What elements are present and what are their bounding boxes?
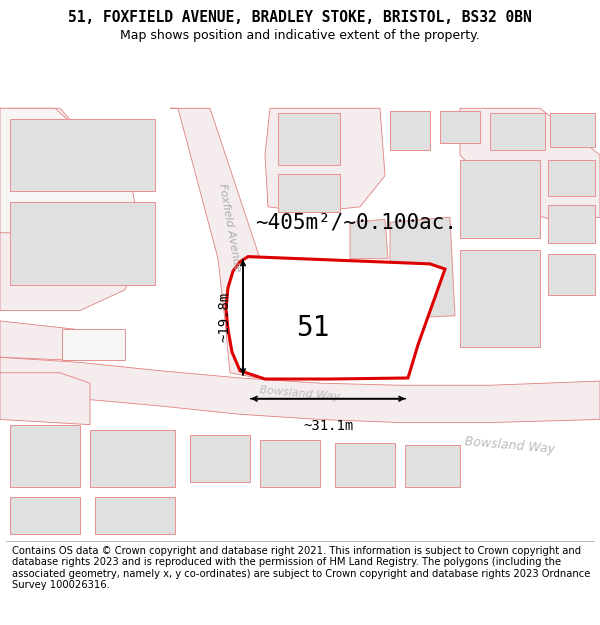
- Polygon shape: [190, 435, 250, 482]
- Text: Map shows position and indicative extent of the property.: Map shows position and indicative extent…: [120, 29, 480, 42]
- Text: 51, FOXFIELD AVENUE, BRADLEY STOKE, BRISTOL, BS32 0BN: 51, FOXFIELD AVENUE, BRADLEY STOKE, BRIS…: [68, 10, 532, 25]
- Polygon shape: [226, 257, 445, 379]
- Polygon shape: [170, 108, 268, 378]
- Polygon shape: [0, 108, 140, 232]
- Text: Foxfield Avenue: Foxfield Avenue: [217, 182, 242, 272]
- Polygon shape: [90, 430, 175, 487]
- Polygon shape: [440, 111, 480, 142]
- Polygon shape: [0, 372, 90, 424]
- Polygon shape: [335, 443, 395, 487]
- Text: Bowsland Way: Bowsland Way: [464, 435, 556, 456]
- Text: 51: 51: [296, 314, 329, 342]
- Polygon shape: [10, 119, 155, 191]
- Polygon shape: [0, 357, 600, 422]
- Polygon shape: [95, 498, 175, 534]
- Polygon shape: [0, 108, 140, 311]
- Polygon shape: [460, 160, 540, 238]
- Text: Contains OS data © Crown copyright and database right 2021. This information is : Contains OS data © Crown copyright and d…: [12, 546, 590, 591]
- Polygon shape: [405, 446, 460, 487]
- Polygon shape: [260, 440, 320, 487]
- Polygon shape: [10, 498, 80, 534]
- Polygon shape: [62, 329, 125, 361]
- Polygon shape: [548, 160, 595, 196]
- Polygon shape: [490, 114, 545, 150]
- Polygon shape: [550, 114, 595, 147]
- Polygon shape: [548, 254, 595, 295]
- Polygon shape: [10, 202, 155, 284]
- Polygon shape: [350, 267, 388, 311]
- Text: ~31.1m: ~31.1m: [303, 419, 353, 434]
- Text: ~405m²/~0.100ac.: ~405m²/~0.100ac.: [255, 213, 457, 232]
- Polygon shape: [350, 219, 388, 259]
- Polygon shape: [278, 174, 340, 212]
- Polygon shape: [460, 108, 600, 222]
- Polygon shape: [265, 108, 385, 212]
- Polygon shape: [548, 205, 595, 243]
- Polygon shape: [390, 217, 455, 319]
- Text: Bowsland Way: Bowsland Way: [259, 385, 341, 402]
- Polygon shape: [278, 114, 340, 166]
- Polygon shape: [0, 321, 75, 361]
- Polygon shape: [460, 251, 540, 347]
- Polygon shape: [390, 111, 430, 150]
- Polygon shape: [10, 424, 80, 487]
- Text: ~19.8m: ~19.8m: [217, 292, 231, 342]
